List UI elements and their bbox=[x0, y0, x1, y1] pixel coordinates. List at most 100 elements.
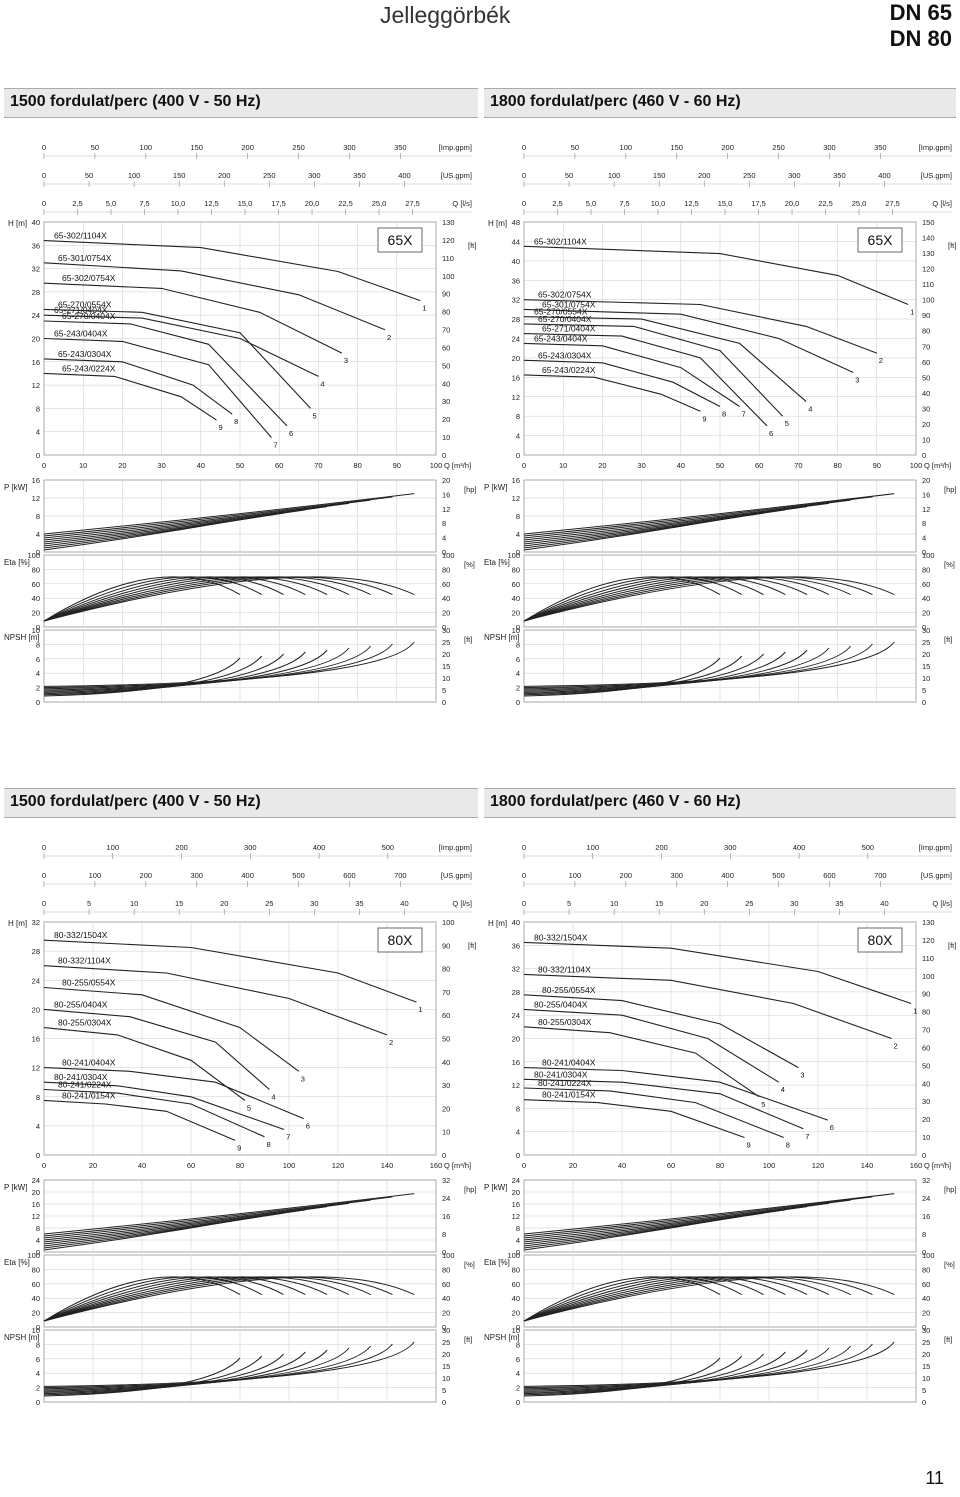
sub-right-tick-label: 16 bbox=[922, 1212, 930, 1221]
ft-tick-label: 80 bbox=[442, 965, 450, 974]
curve-65-243-0304x bbox=[43, 358, 233, 415]
top-axis-unit: [US.gpm] bbox=[921, 171, 952, 180]
sub-tick-label: 4 bbox=[516, 1236, 520, 1245]
top-axis-tick-label: 500 bbox=[292, 871, 305, 880]
y-tick-label: 24 bbox=[512, 335, 520, 344]
curve-label-80-255-0404x: 80-255/0404X bbox=[54, 999, 108, 1009]
top-axis-tick-label: 10 bbox=[130, 899, 138, 908]
curve-65-270-0554x bbox=[523, 316, 807, 403]
top-axis-tick-label: 10 bbox=[610, 899, 618, 908]
sub-tick-label: 20 bbox=[32, 609, 40, 618]
curve-label-80-255-0554x: 80-255/0554X bbox=[62, 978, 116, 988]
y-tick-label: 4 bbox=[516, 432, 520, 441]
sub-curve-7 bbox=[43, 1276, 371, 1322]
top-axis-tick-label: 400 bbox=[398, 171, 411, 180]
curve-end-marker: 6 bbox=[830, 1123, 834, 1132]
x-tick-label: 140 bbox=[381, 1161, 394, 1170]
y-tick-label: 36 bbox=[512, 276, 520, 285]
top-axis-tick-label: 17,5 bbox=[751, 199, 766, 208]
top-axis-tick-label: 300 bbox=[308, 171, 321, 180]
curve-label-80-241-0154x: 80-241/0154X bbox=[62, 1090, 116, 1100]
x-tick-label: 60 bbox=[667, 1161, 675, 1170]
x-tick-label: 30 bbox=[637, 461, 645, 470]
sub-panel-label: P [kW] bbox=[484, 483, 507, 492]
curve-end-marker: 2 bbox=[387, 333, 391, 342]
sub-curve-6 bbox=[43, 1276, 350, 1322]
curve-80-332-1104x bbox=[523, 973, 892, 1040]
curve-end-marker: 4 bbox=[808, 405, 812, 414]
curve-label-65-243-0404x: 65-243/0404X bbox=[54, 329, 108, 339]
x-axis-label: Q [m³/h] bbox=[924, 1161, 951, 1170]
curve-label-80-241-0154x: 80-241/0154X bbox=[542, 1090, 596, 1100]
curve-80-241-0404x bbox=[523, 1067, 828, 1121]
curve-label-65-270-0404x: 65-270/0404X bbox=[538, 314, 592, 324]
chart-65x-1500rpm: 0 50 100 150 200 250 300 350 [Imp.gpm]0 50 100 150 2… bbox=[4, 143, 477, 707]
top-axis-tick-label: 22,5 bbox=[338, 199, 353, 208]
ft-tick-label: 90 bbox=[442, 290, 450, 299]
sub-curve-6 bbox=[523, 1276, 830, 1322]
curve-80-255-0304x bbox=[43, 1027, 246, 1101]
x-tick-label: 20 bbox=[569, 1161, 577, 1170]
sub-tick-label: 40 bbox=[32, 594, 40, 603]
y-tick-label: 32 bbox=[512, 296, 520, 305]
top-axis-unit: [US.gpm] bbox=[441, 171, 472, 180]
sub-panel-unit: [%] bbox=[944, 560, 955, 569]
sub-curve-9 bbox=[523, 576, 895, 622]
sub-right-tick-label: 16 bbox=[442, 490, 450, 499]
top-axis-tick-label: 100 bbox=[128, 171, 141, 180]
curve-65-243-0224x bbox=[43, 372, 217, 421]
sub-tick-label: 0 bbox=[516, 1323, 520, 1332]
sub-right-tick-label: 12 bbox=[442, 505, 450, 514]
top-axis-tick-label: 0 bbox=[42, 171, 46, 180]
sub-curve-7 bbox=[523, 499, 851, 539]
top-axis-tick-label: 25 bbox=[265, 899, 273, 908]
ft-tick-label: 110 bbox=[922, 954, 934, 963]
y-tick-label: 20 bbox=[512, 1035, 520, 1044]
sub-panel-unit: [hp] bbox=[464, 1185, 477, 1194]
sub-tick-label: 2 bbox=[36, 684, 40, 693]
sub-tick-label: 80 bbox=[32, 565, 40, 574]
curve-end-marker: 7 bbox=[805, 1132, 809, 1141]
sub-right-tick-label: 100 bbox=[922, 1251, 935, 1260]
sub-tick-label: 0 bbox=[36, 623, 40, 632]
sub-right-tick-label: 20 bbox=[922, 476, 930, 485]
curve-label-80-255-0404x: 80-255/0404X bbox=[534, 999, 588, 1009]
y-tick-label: 32 bbox=[32, 918, 40, 927]
curve-80-241-0304x bbox=[523, 1078, 804, 1130]
sub-curve-9 bbox=[523, 1341, 895, 1387]
sub-panel-unit: [ft] bbox=[944, 635, 952, 644]
sub-tick-label: 100 bbox=[507, 551, 520, 560]
top-axis-unit: Q [l/s] bbox=[452, 899, 472, 908]
curve-end-marker: 8 bbox=[722, 409, 726, 418]
top-axis-unit: Q [l/s] bbox=[932, 199, 952, 208]
x-tick-label: 80 bbox=[236, 1161, 244, 1170]
top-axis-tick-label: 150 bbox=[173, 171, 186, 180]
top-axis-tick-label: 7,5 bbox=[619, 199, 629, 208]
sub-right-tick-label: 25 bbox=[922, 1338, 930, 1347]
curve-end-marker: 3 bbox=[855, 375, 859, 384]
sub-right-tick-label: 0 bbox=[922, 548, 926, 557]
sub-right-tick-label: 16 bbox=[922, 490, 930, 499]
top-axis-tick-label: 25,0 bbox=[372, 199, 387, 208]
top-axis-tick-label: 100 bbox=[140, 143, 153, 152]
sub-tick-label: 10 bbox=[32, 626, 40, 635]
y-tick-label: 12 bbox=[512, 1081, 520, 1090]
curve-80-241-0304x bbox=[43, 1081, 285, 1131]
curve-label-65-301-0754x: 65-301/0754X bbox=[58, 253, 112, 263]
sub-right-tick-label: 24 bbox=[922, 1194, 930, 1203]
curve-65-271-0404x bbox=[43, 314, 319, 377]
sub-curve-7 bbox=[43, 499, 371, 539]
ft-unit: [ft] bbox=[948, 941, 956, 950]
curve-label-80-241-0224x: 80-241/0224X bbox=[58, 1079, 112, 1089]
chart-80x-1800rpm: 0 100 200 300 400 500 [Imp.gpm]0 100 200 300 400 50… bbox=[484, 843, 957, 1407]
sub-right-tick-label: 15 bbox=[442, 662, 450, 671]
sub-right-tick-label: 40 bbox=[442, 594, 450, 603]
sub-right-tick-label: 100 bbox=[922, 551, 935, 560]
top-axis-tick-label: 350 bbox=[874, 143, 887, 152]
top-axis-tick-label: 50 bbox=[91, 143, 99, 152]
section-1-right-band: 1800 fordulat/perc (460 V - 60 Hz) bbox=[484, 88, 956, 118]
ft-unit: [ft] bbox=[948, 241, 956, 250]
family-box bbox=[857, 227, 903, 253]
y-tick-label: 0 bbox=[516, 451, 520, 460]
ft-tick-label: 40 bbox=[922, 389, 930, 398]
